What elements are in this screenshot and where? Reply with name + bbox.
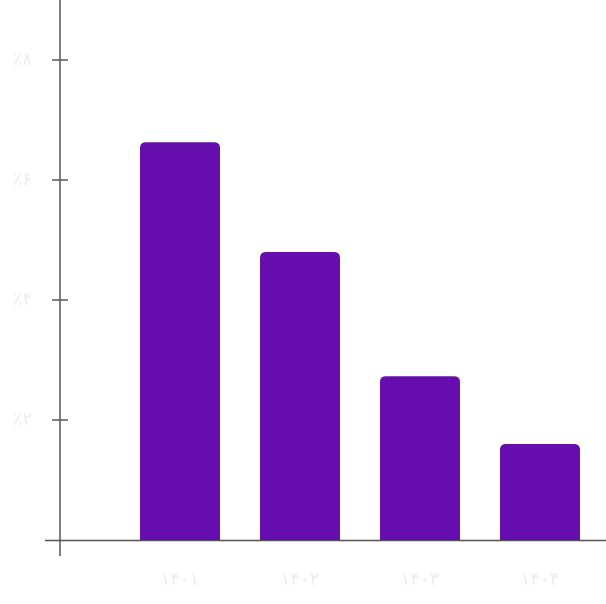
x-tick-label: ۱۴۰۱ — [161, 569, 200, 590]
bar — [380, 376, 460, 540]
x-tick-label: ۱۴۰۳ — [401, 569, 440, 590]
bar — [500, 444, 580, 540]
bar — [140, 142, 220, 540]
bar — [260, 252, 340, 540]
y-tick-label: ٪۲ — [13, 409, 32, 430]
x-tick-label: ۱۴۰۲ — [281, 569, 320, 590]
y-tick-label: ٪۴ — [13, 289, 32, 310]
y-tick-label: ٪۸ — [13, 49, 33, 70]
x-tick-label: ۱۴۰۴ — [521, 569, 560, 590]
y-tick-label: ٪۶ — [13, 169, 32, 190]
